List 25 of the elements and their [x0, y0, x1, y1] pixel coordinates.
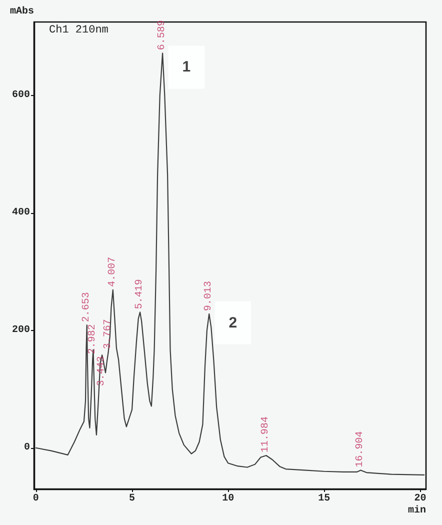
annotation: 2 — [228, 314, 238, 332]
x-tick-label: 10 — [222, 494, 234, 504]
annotation: 16.904 — [355, 431, 366, 468]
annotation: 1 — [182, 58, 191, 76]
chart-title: Ch1 210nm — [49, 24, 109, 36]
annotation: 6.589 — [157, 20, 168, 50]
annotation: 11.984 — [260, 416, 272, 453]
x-tick-label: 0 — [32, 494, 39, 504]
x-axis-title: min — [408, 504, 426, 516]
y-tick-label: 0 — [24, 442, 30, 454]
y-tick-label: 600 — [12, 90, 30, 101]
annotation: 5.419 — [134, 279, 146, 310]
annotation: 2.653 — [81, 292, 92, 322]
y-axis-title: mAbs — [10, 6, 34, 18]
line-series — [35, 52, 425, 476]
x-tick-label: 5 — [128, 494, 136, 504]
annotation: 4.007 — [107, 256, 118, 287]
annotation: 2.982 — [88, 324, 99, 354]
annotation: 3.767 — [102, 319, 114, 350]
x-tick-label: 15 — [318, 494, 330, 504]
annotation: 3.443 — [96, 356, 108, 386]
x-tick-label: 20 — [414, 494, 426, 504]
annotation: 9.013 — [204, 280, 215, 311]
y-tick-label: 400 — [12, 207, 30, 218]
y-tick-label: 200 — [12, 324, 30, 336]
